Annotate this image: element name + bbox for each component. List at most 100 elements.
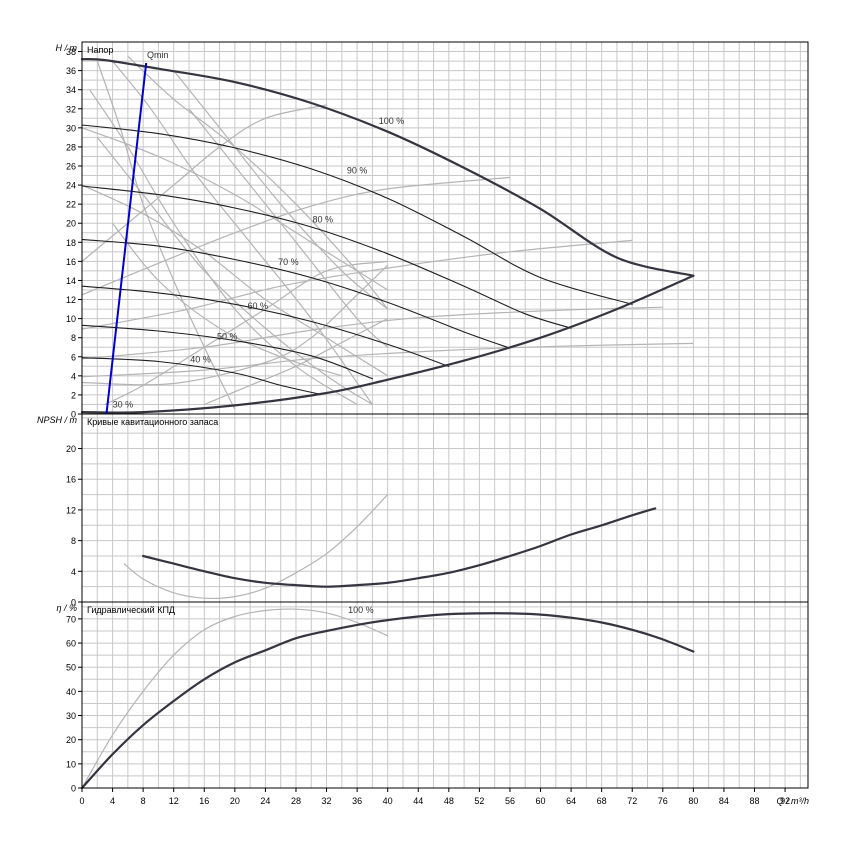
- head-y-tick-label: 20: [66, 219, 76, 229]
- qmin-line: [105, 62, 148, 415]
- head-y-tick-label: 34: [66, 85, 76, 95]
- head-annotation-30: 30 %: [113, 399, 134, 409]
- head-curve-label-90: 90 %: [347, 166, 368, 176]
- head-y-axis-label: H / m: [56, 43, 78, 53]
- x-tick-label: 52: [474, 796, 484, 806]
- head-curve-100: [80, 57, 695, 277]
- npsh-curve-series-0: [142, 507, 657, 588]
- head-background-curve-17: [81, 127, 389, 291]
- head-y-tick-label: 4: [71, 371, 76, 381]
- head-y-tick-label: 0: [71, 410, 76, 420]
- head-y-tick-label: 10: [66, 314, 76, 324]
- eta-background-curves: [81, 608, 388, 789]
- npsh-y-tick-label: 16: [66, 475, 76, 485]
- head-curve-label-40: 40 %: [190, 354, 211, 364]
- x-axis-label: Q / m³/h: [776, 796, 809, 806]
- head-y-tick-label: 30: [66, 123, 76, 133]
- head-background-curve-1: [112, 60, 373, 405]
- head-y-tick-label: 22: [66, 200, 76, 210]
- head-background-curve-8: [96, 137, 373, 406]
- eta-panel-title: Гидравлический КПД: [87, 605, 175, 615]
- x-tick-label: 32: [322, 796, 332, 806]
- head-panel: 100 % 90 % 80 % 70 % 60 % 50 % 40 % Qmin 30 % 0 2 4…: [56, 41, 809, 420]
- head-y-tick-label: 26: [66, 162, 76, 172]
- x-tick-label: 84: [719, 796, 729, 806]
- x-tick-label: 16: [199, 796, 209, 806]
- head-y-tick-label: 12: [66, 295, 76, 305]
- npsh-y-tick-label: 4: [71, 567, 76, 577]
- eta-y-tick-label: 60: [66, 639, 76, 649]
- x-tick-label: 40: [383, 796, 393, 806]
- x-tick-label: 92: [780, 796, 790, 806]
- x-tick-label: 88: [749, 796, 759, 806]
- npsh-y-tick-label: 0: [71, 598, 76, 608]
- x-axis: 0 4 8 12 16 20 24 28 32 36 40 44 48 52 56 60 64 68 72 76 80 8…: [79, 788, 809, 806]
- x-tick-label: 64: [566, 796, 576, 806]
- npsh-panel-title: Кривые кавитационного запаса: [87, 417, 218, 427]
- head-annotation-Qmin: Qmin: [147, 50, 169, 60]
- x-tick-label: 44: [413, 796, 423, 806]
- eta-curve-100: [80, 612, 695, 790]
- head-y-tick-label: 6: [71, 352, 76, 362]
- head-background-curve-16: [81, 184, 389, 377]
- head-curve-80: [81, 185, 572, 329]
- head-y-tick-label: 2: [71, 390, 76, 400]
- head-y-tick-label: 28: [66, 142, 76, 152]
- head-curve-70: [81, 238, 511, 349]
- npsh-background-curve-0: [123, 494, 389, 600]
- head-curve-label-70: 70 %: [278, 257, 299, 267]
- x-tick-label: 0: [79, 796, 84, 806]
- x-tick-label: 80: [688, 796, 698, 806]
- head-y-tick-label: 38: [66, 47, 76, 57]
- head-series: [80, 57, 695, 414]
- eta-series: [80, 612, 695, 790]
- head-curve-50: [81, 324, 373, 380]
- x-tick-label: 68: [597, 796, 607, 806]
- eta-grid: [82, 602, 808, 788]
- eta-y-tick-label: 50: [66, 663, 76, 673]
- head-y-tick-label: 36: [66, 66, 76, 76]
- x-tick-label: 56: [505, 796, 515, 806]
- head-curve-min-curve: [80, 274, 695, 414]
- head-curve-label-100: 100 %: [379, 116, 405, 126]
- x-tick-label: 24: [260, 796, 270, 806]
- eta-y-ticks: 0 10 20 30 40 50 60 70: [66, 614, 82, 794]
- x-tick-label: 12: [169, 796, 179, 806]
- eta-y-tick-label: 70: [66, 614, 76, 624]
- x-tick-label: 8: [141, 796, 146, 806]
- eta-y-tick-label: 30: [66, 711, 76, 721]
- npsh-y-axis-label: NPSH / m: [37, 415, 78, 425]
- eta-curve-label-100: 100 %: [348, 605, 374, 615]
- head-background-curve-7: [81, 342, 694, 378]
- head-background-curve-6: [81, 306, 663, 360]
- head-background-curve-9: [89, 89, 358, 406]
- x-tick-label: 48: [444, 796, 454, 806]
- x-tick-label: 20: [230, 796, 240, 806]
- npsh-y-ticks: 0 4 8 12 16 20: [66, 444, 82, 608]
- x-tick-label: 60: [536, 796, 546, 806]
- head-curve-label-60: 60 %: [248, 301, 269, 311]
- head-background-curve-11: [188, 108, 389, 348]
- eta-y-axis-label: η / %: [56, 603, 77, 613]
- head-background-curve-0: [96, 60, 236, 410]
- head-y-tick-label: 18: [66, 238, 76, 248]
- head-y-tick-label: 14: [66, 276, 76, 286]
- npsh-panel: 0 4 8 12 16 20 NPSH / m Кривые кавитационного з…: [37, 413, 809, 608]
- head-y-tick-label: 16: [66, 257, 76, 267]
- head-curve-40: [81, 357, 320, 395]
- npsh-y-tick-label: 12: [66, 505, 76, 515]
- head-background-curve-14: [104, 260, 388, 406]
- head-background-curve-13: [81, 264, 389, 386]
- head-curve-label-50: 50 %: [217, 332, 238, 342]
- eta-y-tick-label: 20: [66, 735, 76, 745]
- x-tick-label: 28: [291, 796, 301, 806]
- npsh-y-tick-label: 8: [71, 536, 76, 546]
- head-curve-90: [81, 124, 633, 305]
- head-panel-title: Напор: [87, 45, 113, 55]
- head-y-tick-label: 32: [66, 104, 76, 114]
- head-grid: [82, 42, 808, 414]
- x-tick-label: 76: [658, 796, 668, 806]
- head-curve-label-80: 80 %: [312, 214, 333, 224]
- x-tick-label: 4: [110, 796, 115, 806]
